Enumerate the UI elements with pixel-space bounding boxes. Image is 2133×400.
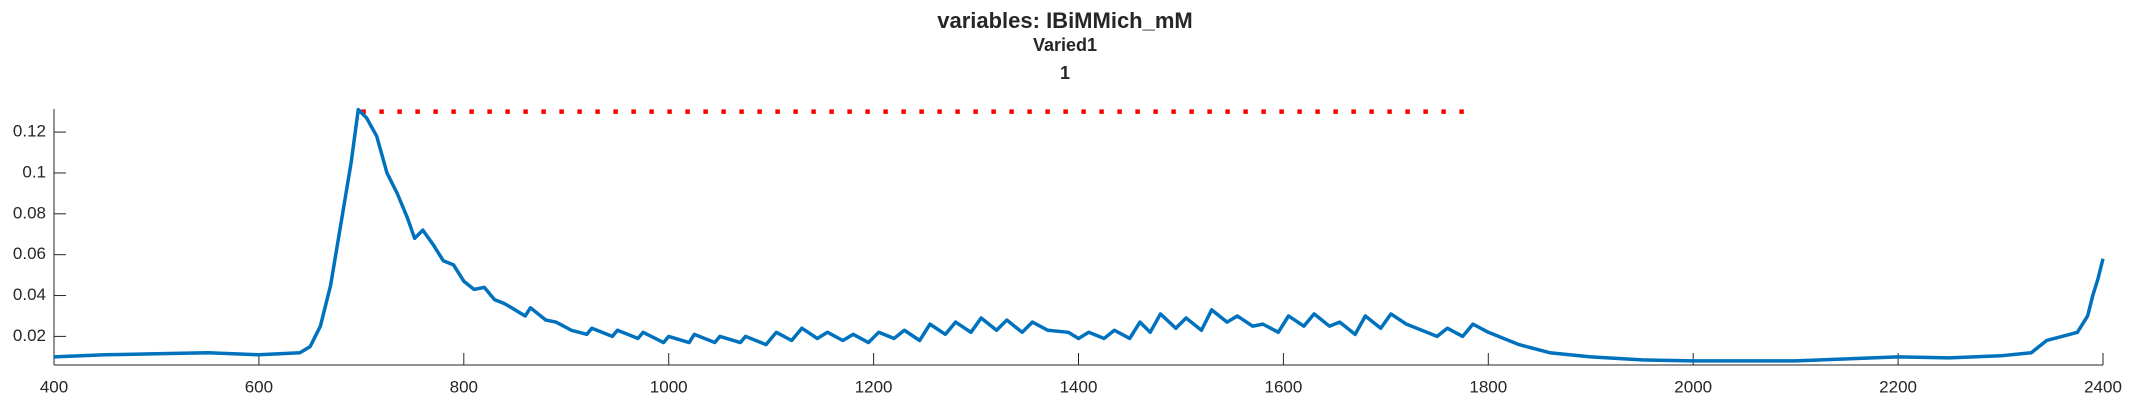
x-tick-label: 2200	[1879, 377, 1917, 396]
y-tick-label: 0.06	[13, 244, 46, 263]
y-tick-label: 0.1	[22, 162, 46, 181]
x-tick-label: 2000	[1674, 377, 1712, 396]
x-tick-label: 1000	[650, 377, 688, 396]
y-tick-label: 0.02	[13, 326, 46, 345]
chart-subtitle: Varied1	[1033, 35, 1097, 55]
x-tick-label: 1200	[855, 377, 893, 396]
x-tick-label: 2400	[2084, 377, 2122, 396]
x-tick-label: 1600	[1264, 377, 1302, 396]
y-tick-label: 0.08	[13, 203, 46, 222]
chart-subtitle: 1	[1060, 63, 1070, 83]
chart-title: variables: IBiMMich_mM	[937, 8, 1193, 33]
x-tick-label: 1800	[1469, 377, 1507, 396]
y-tick-label: 0.04	[13, 285, 46, 304]
x-tick-label: 400	[40, 377, 68, 396]
x-tick-label: 600	[245, 377, 273, 396]
y-tick-label: 0.12	[13, 122, 46, 141]
data-line	[53, 107, 2105, 363]
x-tick-label: 1400	[1060, 377, 1098, 396]
x-tick-label: 800	[450, 377, 478, 396]
